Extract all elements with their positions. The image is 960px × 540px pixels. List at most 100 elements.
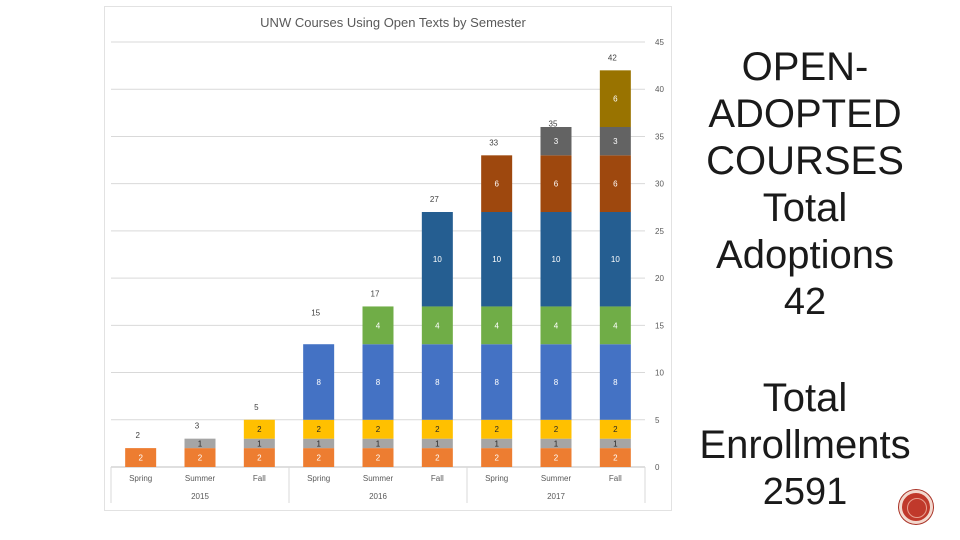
bar-segment [362, 306, 394, 345]
chart-panel: UNW Courses Using Open Texts by Semester… [104, 6, 672, 511]
bar-segment [243, 448, 275, 467]
segment-label: 10 [611, 255, 620, 264]
segment-label: 2 [316, 425, 321, 434]
bar-segment [599, 70, 631, 127]
bar-segment [481, 419, 513, 439]
segment-label: 3 [613, 137, 618, 146]
segment-label: 1 [257, 439, 262, 448]
segment-label: 2 [257, 454, 262, 463]
bar-segment [599, 448, 631, 467]
segment-label: 10 [492, 255, 501, 264]
y-tick-label: 15 [655, 321, 664, 330]
adoptions-value: 42 [783, 281, 827, 323]
segment-label: 2 [257, 425, 262, 434]
bar-segment [243, 438, 275, 449]
total-label: 2 [135, 431, 140, 440]
year-label: 2016 [369, 492, 387, 501]
segment-label: 6 [494, 180, 499, 189]
bar-segment [599, 344, 631, 420]
slide-badge-icon [899, 490, 933, 524]
segment-label: 2 [316, 454, 321, 463]
chart-title: UNW Courses Using Open Texts by Semester [260, 15, 526, 30]
bar-segment [421, 438, 453, 449]
bar-segment [599, 212, 631, 307]
bar-segment [481, 438, 513, 449]
bar-segment [303, 438, 335, 449]
segment-label: 2 [494, 425, 499, 434]
category-label: Fall [431, 474, 444, 483]
segment-label: 10 [552, 255, 561, 264]
bar-segment [303, 419, 335, 439]
bar-segment [481, 448, 513, 467]
bar-segment [421, 419, 453, 439]
bar-segment [184, 438, 216, 449]
y-tick-label: 45 [655, 38, 664, 47]
segment-label: 1 [554, 439, 559, 448]
bar-segment [540, 448, 572, 467]
bar-segment [540, 438, 572, 449]
stacked-bar-chart: UNW Courses Using Open Texts by Semester… [110, 15, 664, 503]
segment-label: 1 [494, 439, 499, 448]
segment-label: 4 [494, 321, 499, 330]
segment-label: 1 [198, 439, 203, 448]
segment-label: 2 [554, 425, 559, 434]
y-tick-label: 25 [655, 227, 664, 236]
bar-segment [421, 448, 453, 467]
bar-segment [481, 155, 513, 212]
segment-label: 2 [494, 454, 499, 463]
segment-label: 8 [435, 378, 440, 387]
bar-segment [303, 344, 335, 420]
bar-segment [599, 155, 631, 212]
enrollments-panel: Total Enrollments 2591 [680, 375, 930, 516]
category-label: Fall [253, 474, 266, 483]
enrollments-value: 2591 [762, 471, 848, 513]
bar-segment [481, 212, 513, 307]
badge-ring [907, 498, 927, 518]
segment-label: 2 [613, 454, 618, 463]
bar-segment [540, 306, 572, 345]
y-tick-label: 35 [655, 132, 664, 141]
segment-label: 6 [613, 95, 618, 104]
bar-segment [540, 212, 572, 307]
segment-label: 3 [554, 137, 559, 146]
segment-label: 2 [376, 454, 381, 463]
segment-label: 2 [376, 425, 381, 434]
total-label: 5 [254, 403, 259, 412]
segment-label: 2 [138, 454, 143, 463]
segment-label: 8 [554, 378, 559, 387]
y-tick-label: 0 [655, 463, 660, 472]
summary-panel: OPEN-ADOPTED COURSES Total Adoptions 42 [680, 44, 930, 326]
segment-label: 1 [613, 439, 618, 448]
total-label: 15 [311, 308, 320, 317]
total-label: 3 [195, 422, 200, 431]
year-label: 2017 [547, 492, 565, 501]
y-tick-label: 20 [655, 274, 664, 283]
total-label: 35 [549, 119, 558, 128]
y-tick-label: 30 [655, 180, 664, 189]
bar-segment [362, 448, 394, 467]
category-label: Spring [485, 474, 508, 483]
segment-label: 1 [435, 439, 440, 448]
bar-segment [599, 306, 631, 345]
segment-label: 10 [433, 255, 442, 264]
bar-segment [540, 155, 572, 212]
bar-segment [421, 344, 453, 420]
total-label: 17 [371, 289, 380, 298]
enrollments-label: Total Enrollments [699, 376, 911, 467]
segment-label: 8 [613, 378, 618, 387]
segment-label: 6 [554, 180, 559, 189]
category-label: Summer [185, 474, 216, 483]
bar-segment [481, 306, 513, 345]
bar-segment [125, 448, 157, 467]
segment-label: 4 [376, 321, 381, 330]
bar-segment [481, 344, 513, 420]
total-label: 33 [489, 138, 498, 147]
bar-segment [540, 419, 572, 439]
segment-label: 8 [494, 378, 499, 387]
category-label: Summer [363, 474, 394, 483]
segment-label: 8 [316, 378, 321, 387]
bar-segment [243, 419, 275, 439]
bar-segment [421, 306, 453, 345]
adoptions-label: Total Adoptions [716, 186, 894, 277]
segment-label: 2 [554, 454, 559, 463]
